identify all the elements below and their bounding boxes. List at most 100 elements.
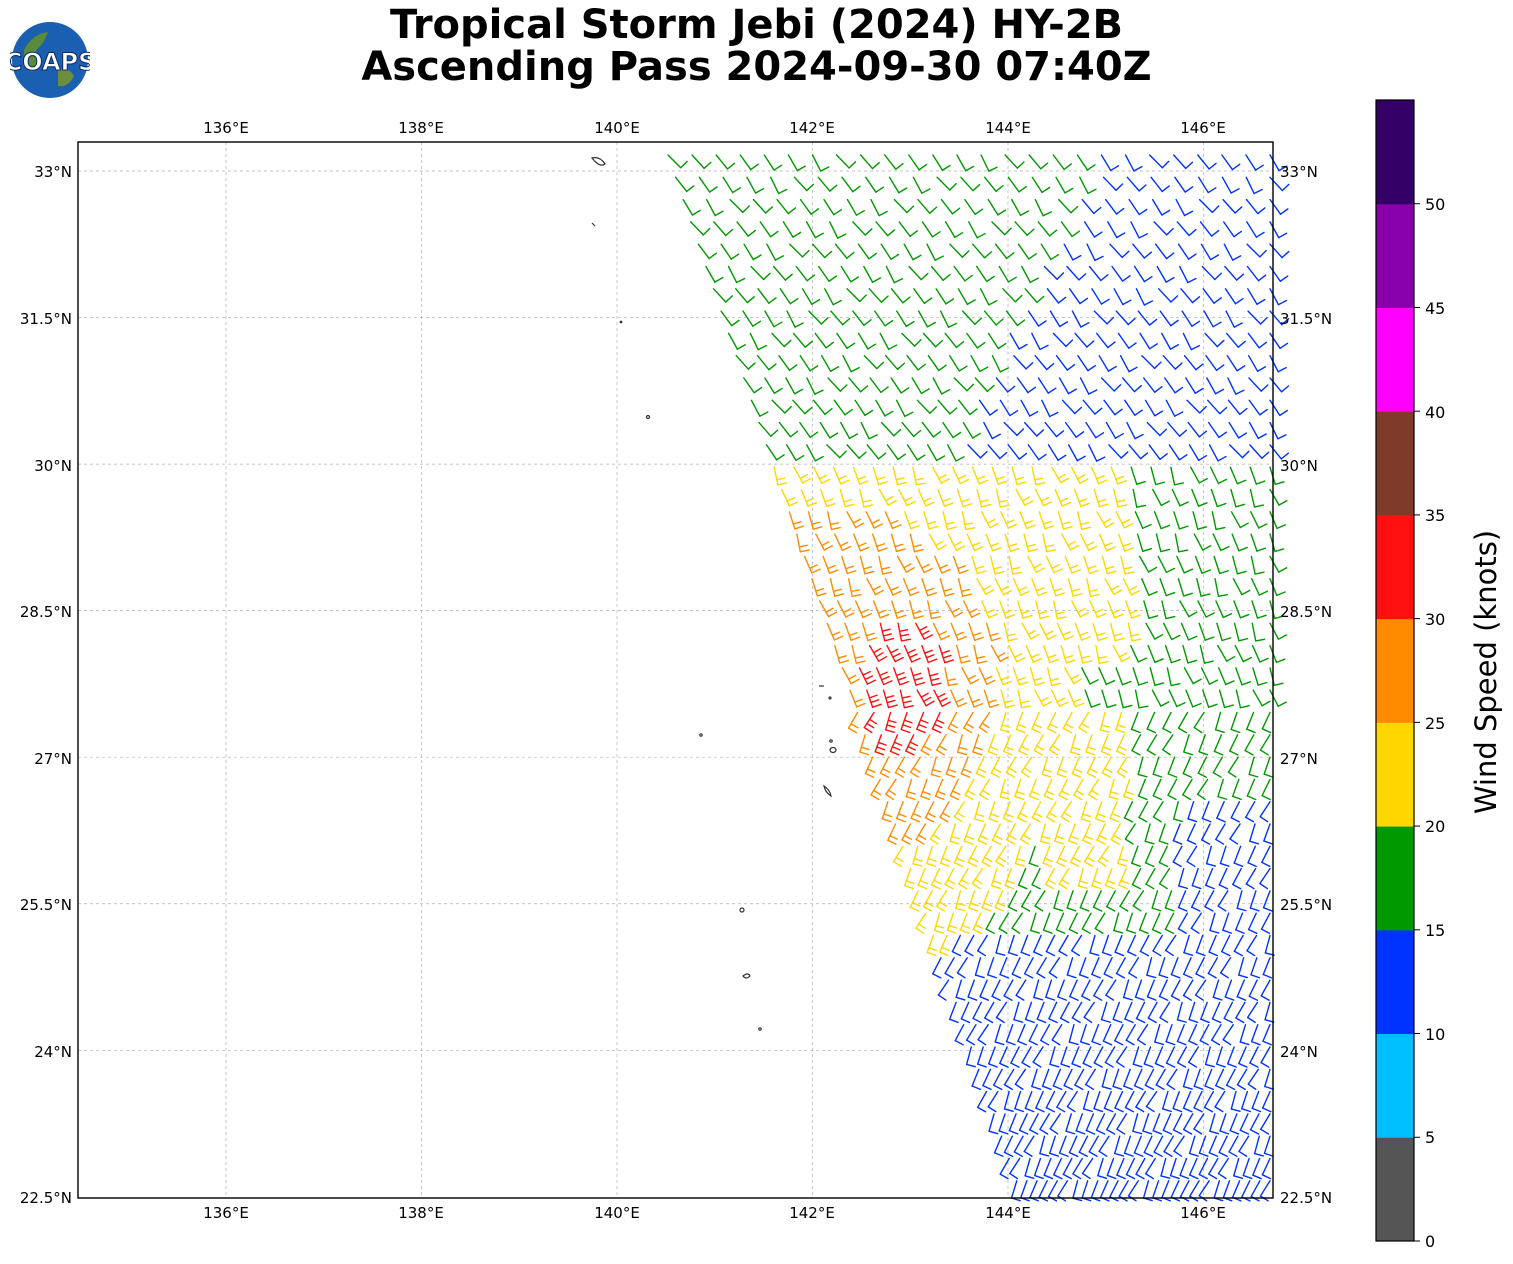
wind-barb bbox=[1251, 600, 1267, 619]
wind-barb bbox=[1177, 243, 1197, 260]
wind-barb bbox=[1021, 890, 1032, 912]
map-background bbox=[78, 142, 1273, 1198]
wind-barb bbox=[1115, 1046, 1128, 1068]
wind-barb bbox=[968, 890, 979, 912]
wind-barb bbox=[875, 221, 896, 237]
wind-barb bbox=[1115, 667, 1132, 686]
wind-barb bbox=[1136, 533, 1153, 553]
wind-barb bbox=[1113, 912, 1124, 934]
wind-barb bbox=[949, 778, 961, 801]
wind-barb bbox=[1193, 1068, 1204, 1090]
wind-barb bbox=[1096, 332, 1116, 349]
wind-barb bbox=[988, 1113, 999, 1135]
wind-barb bbox=[1141, 578, 1158, 596]
wind-barb bbox=[667, 154, 688, 169]
wind-barb bbox=[1238, 957, 1249, 979]
wind-barb bbox=[852, 466, 869, 485]
wind-barb bbox=[1159, 1001, 1171, 1024]
wind-barb bbox=[793, 176, 815, 192]
wind-barb bbox=[1219, 845, 1230, 867]
wind-barb bbox=[945, 600, 964, 618]
wind-barb bbox=[1269, 355, 1287, 373]
wind-barb bbox=[1079, 1023, 1090, 1046]
wind-barb bbox=[1139, 332, 1158, 350]
wind-barb bbox=[1227, 756, 1239, 778]
wind-barb bbox=[942, 421, 962, 439]
wind-barb bbox=[1228, 421, 1247, 439]
wind-barb bbox=[894, 756, 906, 778]
wind-barb bbox=[1194, 979, 1207, 1001]
wind-barb bbox=[1101, 1068, 1112, 1090]
wind-barb bbox=[1101, 934, 1112, 957]
wind-barb bbox=[1152, 934, 1163, 957]
wind-barb bbox=[1130, 644, 1148, 663]
wind-barb bbox=[1053, 1157, 1063, 1180]
wind-barb bbox=[1014, 1068, 1027, 1090]
wind-barb bbox=[1005, 823, 1017, 845]
wind-barb bbox=[1113, 288, 1132, 306]
wind-barb bbox=[1143, 377, 1163, 393]
wind-barb bbox=[756, 355, 777, 371]
wind-barb bbox=[1046, 801, 1057, 823]
wind-barb bbox=[1245, 801, 1256, 823]
wind-barb bbox=[933, 912, 945, 934]
wind-barb bbox=[1196, 778, 1209, 801]
wind-barb bbox=[1133, 265, 1153, 283]
wind-barb bbox=[909, 890, 921, 912]
wind-barb bbox=[1236, 1068, 1248, 1091]
wind-barb bbox=[1132, 488, 1147, 508]
wind-barb bbox=[824, 288, 842, 306]
wind-barb bbox=[861, 622, 878, 642]
wind-barb bbox=[1154, 1023, 1165, 1046]
wind-barb bbox=[1269, 555, 1288, 573]
wind-barb bbox=[1047, 444, 1067, 461]
wind-barb bbox=[927, 667, 942, 687]
wind-barb bbox=[1002, 801, 1014, 823]
wind-barb bbox=[1146, 421, 1168, 437]
wind-barb bbox=[1144, 1068, 1155, 1091]
wind-barb bbox=[1216, 622, 1232, 642]
wind-barb bbox=[779, 288, 799, 305]
wind-barb bbox=[1260, 1113, 1271, 1135]
wind-barb bbox=[1093, 310, 1115, 325]
wind-barb bbox=[1172, 1090, 1183, 1113]
wind-barb bbox=[1252, 1157, 1262, 1180]
wind-barb bbox=[1016, 377, 1036, 394]
wind-barb bbox=[944, 221, 964, 239]
wind-barb bbox=[913, 288, 933, 305]
wind-barb bbox=[1012, 667, 1029, 686]
wind-barb bbox=[1093, 1046, 1104, 1068]
wind-barb bbox=[932, 957, 942, 979]
wind-barb bbox=[1253, 1135, 1264, 1157]
wind-barb bbox=[1073, 488, 1091, 508]
wind-barb bbox=[1101, 756, 1113, 778]
wind-barb bbox=[1074, 1068, 1085, 1091]
lat-tick-label: 25.5°N bbox=[20, 896, 72, 914]
wind-barb bbox=[1100, 377, 1122, 392]
wind-barb bbox=[1205, 355, 1225, 371]
wind-barb bbox=[813, 466, 831, 485]
wind-barb bbox=[983, 421, 1001, 440]
wind-barb bbox=[1246, 934, 1258, 957]
wind-barb bbox=[1158, 957, 1169, 979]
wind-barb bbox=[1081, 912, 1092, 935]
wind-barb bbox=[906, 355, 926, 371]
lon-ticks-top: 136°E 138°E 140°E 142°E 144°E 146°E bbox=[203, 119, 1226, 137]
wind-barb bbox=[922, 890, 934, 912]
wind-barb bbox=[1157, 555, 1176, 574]
wind-barb bbox=[674, 176, 695, 193]
wind-barb bbox=[805, 221, 824, 239]
wind-barb bbox=[951, 466, 970, 485]
colorbar-segment bbox=[1376, 307, 1414, 412]
wind-barb bbox=[977, 823, 989, 845]
wind-barb bbox=[932, 466, 950, 484]
lon-tick-label: 144°E bbox=[985, 119, 1031, 137]
wind-barb bbox=[1148, 154, 1170, 169]
wind-barb bbox=[978, 399, 998, 416]
wind-barb bbox=[1247, 332, 1268, 349]
wind-barb bbox=[1198, 734, 1209, 756]
wind-barb bbox=[936, 890, 948, 912]
wind-barb bbox=[822, 555, 839, 574]
wind-barb bbox=[1218, 1135, 1228, 1158]
wind-barb bbox=[776, 198, 797, 215]
